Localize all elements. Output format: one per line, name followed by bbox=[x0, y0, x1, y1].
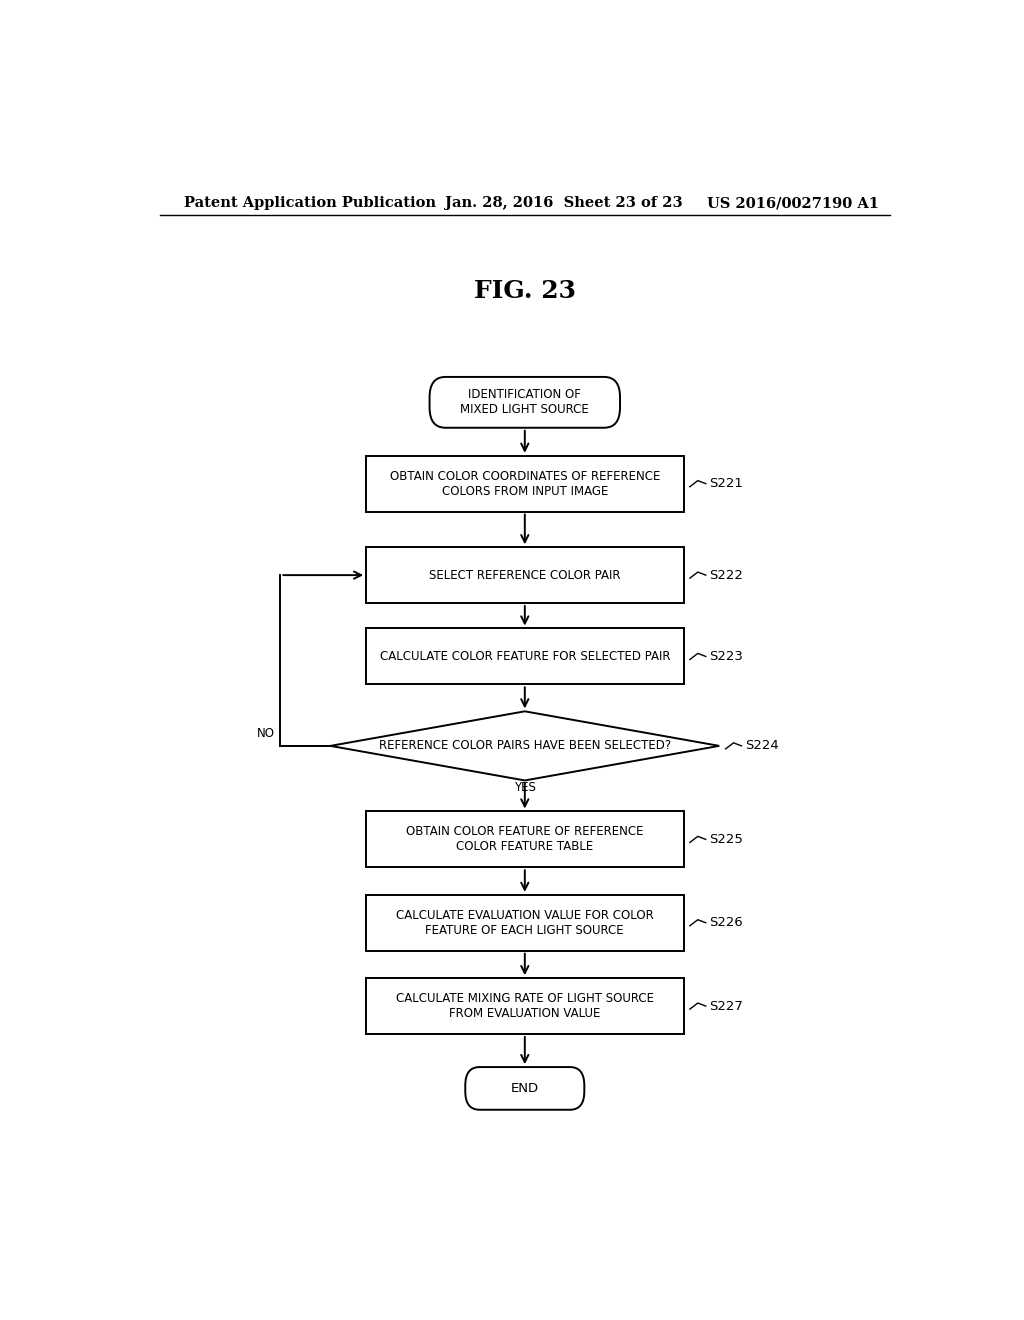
Text: END: END bbox=[511, 1082, 539, 1094]
Text: Patent Application Publication: Patent Application Publication bbox=[183, 197, 435, 210]
Bar bbox=[367, 895, 684, 950]
Bar bbox=[367, 628, 684, 684]
Text: SELECT REFERENCE COLOR PAIR: SELECT REFERENCE COLOR PAIR bbox=[429, 569, 621, 582]
Text: S222: S222 bbox=[709, 569, 742, 582]
Text: REFERENCE COLOR PAIRS HAVE BEEN SELECTED?: REFERENCE COLOR PAIRS HAVE BEEN SELECTED… bbox=[379, 739, 671, 752]
Text: S226: S226 bbox=[709, 916, 742, 929]
Text: CALCULATE MIXING RATE OF LIGHT SOURCE
FROM EVALUATION VALUE: CALCULATE MIXING RATE OF LIGHT SOURCE FR… bbox=[396, 993, 653, 1020]
Text: CALCULATE EVALUATION VALUE FOR COLOR
FEATURE OF EACH LIGHT SOURCE: CALCULATE EVALUATION VALUE FOR COLOR FEA… bbox=[396, 908, 653, 937]
Text: OBTAIN COLOR FEATURE OF REFERENCE
COLOR FEATURE TABLE: OBTAIN COLOR FEATURE OF REFERENCE COLOR … bbox=[407, 825, 643, 854]
Text: CALCULATE COLOR FEATURE FOR SELECTED PAIR: CALCULATE COLOR FEATURE FOR SELECTED PAI… bbox=[380, 649, 670, 663]
Text: S224: S224 bbox=[744, 739, 778, 752]
Bar bbox=[367, 812, 684, 867]
Text: US 2016/0027190 A1: US 2016/0027190 A1 bbox=[708, 197, 880, 210]
Text: FIG. 23: FIG. 23 bbox=[474, 279, 575, 302]
Bar bbox=[367, 548, 684, 603]
Text: YES: YES bbox=[514, 781, 536, 795]
Text: IDENTIFICATION OF
MIXED LIGHT SOURCE: IDENTIFICATION OF MIXED LIGHT SOURCE bbox=[461, 388, 589, 416]
Text: S223: S223 bbox=[709, 649, 742, 663]
Text: OBTAIN COLOR COORDINATES OF REFERENCE
COLORS FROM INPUT IMAGE: OBTAIN COLOR COORDINATES OF REFERENCE CO… bbox=[389, 470, 660, 498]
Bar bbox=[367, 455, 684, 512]
Text: Jan. 28, 2016  Sheet 23 of 23: Jan. 28, 2016 Sheet 23 of 23 bbox=[445, 197, 683, 210]
Text: S225: S225 bbox=[709, 833, 742, 846]
FancyBboxPatch shape bbox=[430, 378, 620, 428]
Text: S221: S221 bbox=[709, 477, 742, 490]
Text: S227: S227 bbox=[709, 999, 742, 1012]
FancyBboxPatch shape bbox=[465, 1067, 585, 1110]
Polygon shape bbox=[331, 711, 719, 780]
Bar bbox=[367, 978, 684, 1034]
Text: NO: NO bbox=[257, 727, 275, 741]
